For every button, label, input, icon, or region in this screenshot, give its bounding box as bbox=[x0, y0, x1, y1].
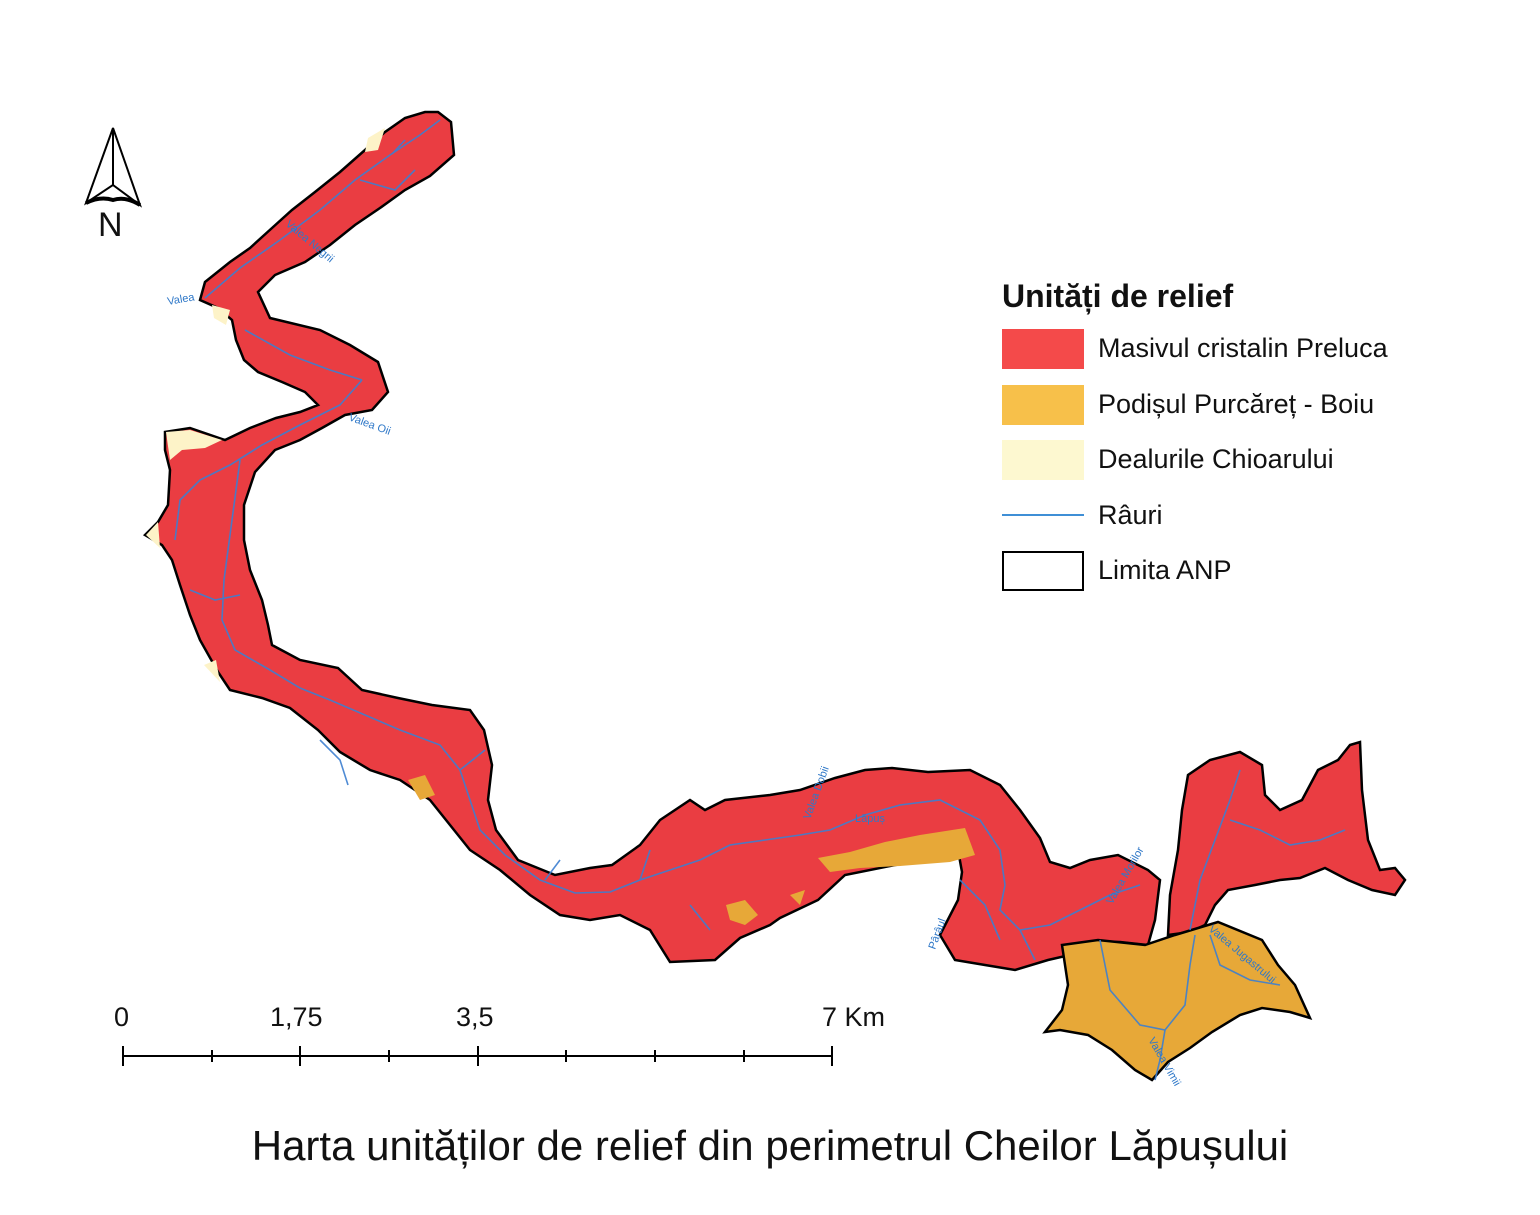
legend-swatch bbox=[1002, 329, 1084, 369]
unit-dealurile-chioarului bbox=[365, 128, 385, 152]
unit-podisul-purcaret-boiu-patch2 bbox=[408, 775, 435, 800]
unit-masivul-cristalin-preluca-east bbox=[1166, 740, 1407, 937]
scale-label: 7 Km bbox=[822, 1002, 886, 1032]
legend-item: Podișul Purcăreț - Boiu bbox=[1000, 384, 1440, 441]
unit-masivul-cristalin-preluca bbox=[142, 110, 1162, 972]
scale-label: 3,5 bbox=[456, 1002, 494, 1032]
north-label: N bbox=[98, 206, 123, 244]
legend-line-swatch bbox=[1002, 513, 1084, 516]
scale-label: 0 bbox=[114, 1002, 130, 1032]
unit-dealurile-chioarului-2 bbox=[166, 430, 222, 460]
unit-dealurile-chioarului-4 bbox=[212, 305, 230, 325]
legend-title: Unități de relief bbox=[1002, 278, 1234, 314]
legend-item: Masivul cristalin Preluca bbox=[1000, 329, 1440, 385]
river-label: Valea Oii bbox=[347, 412, 392, 438]
legend-label: Masivul cristalin Preluca bbox=[1098, 333, 1388, 363]
river-label: Lăpuș bbox=[855, 813, 885, 825]
river-label: Valea bbox=[166, 291, 196, 308]
unit-podisul-purcaret-boiu bbox=[1042, 920, 1313, 1082]
relief-units bbox=[142, 110, 1407, 1082]
legend: Unități de relief Masivul cristalin Prel… bbox=[1000, 278, 1440, 607]
rivers bbox=[174, 119, 1346, 1081]
scale-label: 1,75 bbox=[270, 1002, 323, 1032]
unit-dealurile-chioarului-5 bbox=[204, 660, 220, 682]
legend-label: Dealurile Chioarului bbox=[1098, 444, 1334, 474]
legend-swatch bbox=[1002, 440, 1084, 480]
legend-label: Podișul Purcăreț - Boiu bbox=[1098, 388, 1375, 419]
map-caption: Harta unităților de relief din perimetru… bbox=[251, 1122, 1289, 1169]
north-arrow-icon bbox=[84, 127, 143, 208]
legend-label: Limita ANP bbox=[1098, 555, 1232, 585]
legend-item: Râuri bbox=[1000, 496, 1440, 552]
unit-dealurile-chioarului-3 bbox=[146, 522, 160, 548]
unit-podisul-purcaret-boiu-patch bbox=[726, 900, 758, 925]
unit-podisul-purcaret-boiu-west bbox=[818, 828, 975, 872]
legend-swatch bbox=[1002, 384, 1084, 425]
unit-podisul-purcaret-boiu-patch3 bbox=[790, 890, 805, 905]
legend-item: Dealurile Chioarului bbox=[1000, 440, 1440, 496]
legend-outline-swatch bbox=[1002, 551, 1084, 591]
legend-label: Râuri bbox=[1098, 499, 1163, 530]
scale-bar bbox=[122, 1046, 833, 1066]
legend-item: Limita ANP bbox=[1000, 551, 1440, 607]
